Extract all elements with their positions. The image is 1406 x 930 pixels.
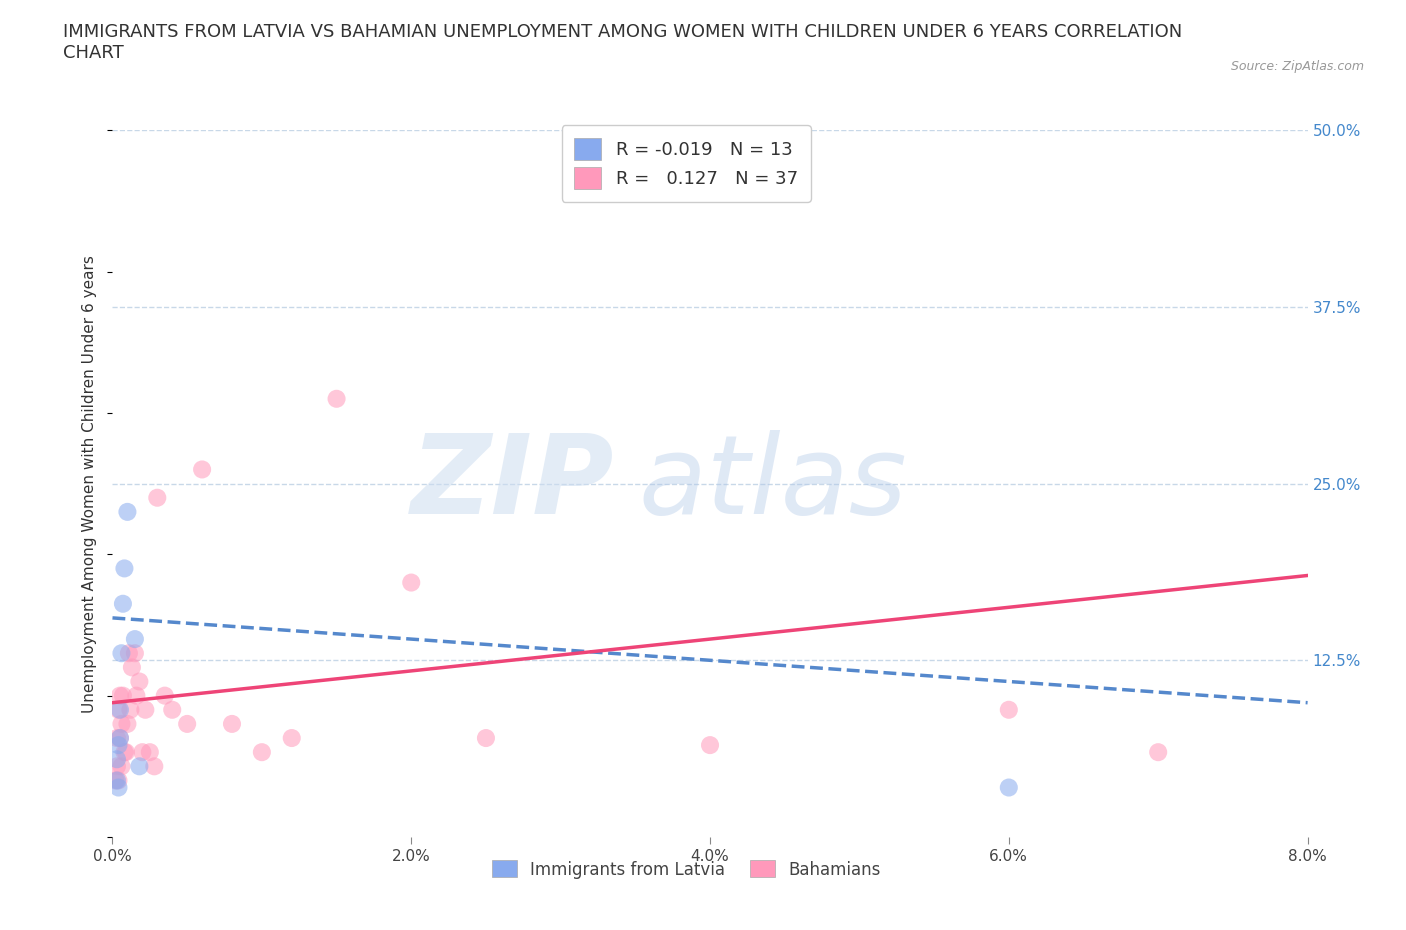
Point <box>115 745 138 760</box>
Point <box>114 561 135 576</box>
Point <box>131 745 153 760</box>
Legend: Immigrants from Latvia, Bahamians: Immigrants from Latvia, Bahamians <box>485 854 887 885</box>
Point <box>105 759 128 774</box>
Point <box>146 490 169 505</box>
Point <box>401 575 423 590</box>
Point <box>998 702 1021 717</box>
Point <box>105 773 128 788</box>
Point <box>110 759 132 774</box>
Point <box>128 759 150 774</box>
Point <box>124 631 146 646</box>
Point <box>118 645 141 660</box>
Point <box>110 645 132 660</box>
Point <box>162 702 183 717</box>
Point <box>134 702 156 717</box>
Point <box>250 745 273 760</box>
Point <box>111 688 134 703</box>
Point <box>111 596 134 611</box>
Point <box>107 773 129 788</box>
Point <box>108 731 131 746</box>
Point <box>108 688 131 703</box>
Point <box>128 674 150 689</box>
Point <box>108 702 131 717</box>
Point <box>121 660 143 675</box>
Point <box>176 716 198 731</box>
Point <box>325 392 347 406</box>
Point <box>139 745 162 760</box>
Point <box>699 737 721 752</box>
Point <box>191 462 214 477</box>
Text: Source: ZipAtlas.com: Source: ZipAtlas.com <box>1230 60 1364 73</box>
Point <box>998 780 1021 795</box>
Text: ZIP: ZIP <box>411 430 614 538</box>
Point <box>143 759 166 774</box>
Point <box>1147 745 1170 760</box>
Point <box>105 751 128 766</box>
Point <box>107 737 129 752</box>
Point <box>124 645 146 660</box>
Point <box>110 716 132 731</box>
Point <box>108 731 131 746</box>
Point <box>117 504 139 519</box>
Point <box>117 716 139 731</box>
Point <box>107 780 129 795</box>
Text: atlas: atlas <box>638 430 907 538</box>
Point <box>105 731 128 746</box>
Point <box>120 702 142 717</box>
Point <box>221 716 243 731</box>
Point <box>125 688 148 703</box>
Text: IMMIGRANTS FROM LATVIA VS BAHAMIAN UNEMPLOYMENT AMONG WOMEN WITH CHILDREN UNDER : IMMIGRANTS FROM LATVIA VS BAHAMIAN UNEMP… <box>63 23 1182 62</box>
Point <box>114 745 135 760</box>
Point <box>475 731 498 746</box>
Point <box>153 688 176 703</box>
Point <box>104 773 127 788</box>
Point <box>107 702 129 717</box>
Point <box>281 731 304 746</box>
Y-axis label: Unemployment Among Women with Children Under 6 years: Unemployment Among Women with Children U… <box>82 255 97 712</box>
